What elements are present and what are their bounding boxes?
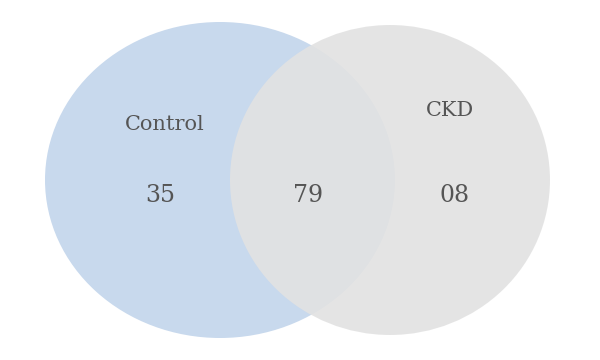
- Ellipse shape: [45, 22, 395, 338]
- Ellipse shape: [230, 25, 550, 335]
- Text: Control: Control: [125, 116, 205, 135]
- Text: 79: 79: [293, 184, 323, 207]
- Text: 08: 08: [440, 184, 470, 207]
- Text: CKD: CKD: [426, 100, 474, 120]
- Text: 35: 35: [145, 184, 175, 207]
